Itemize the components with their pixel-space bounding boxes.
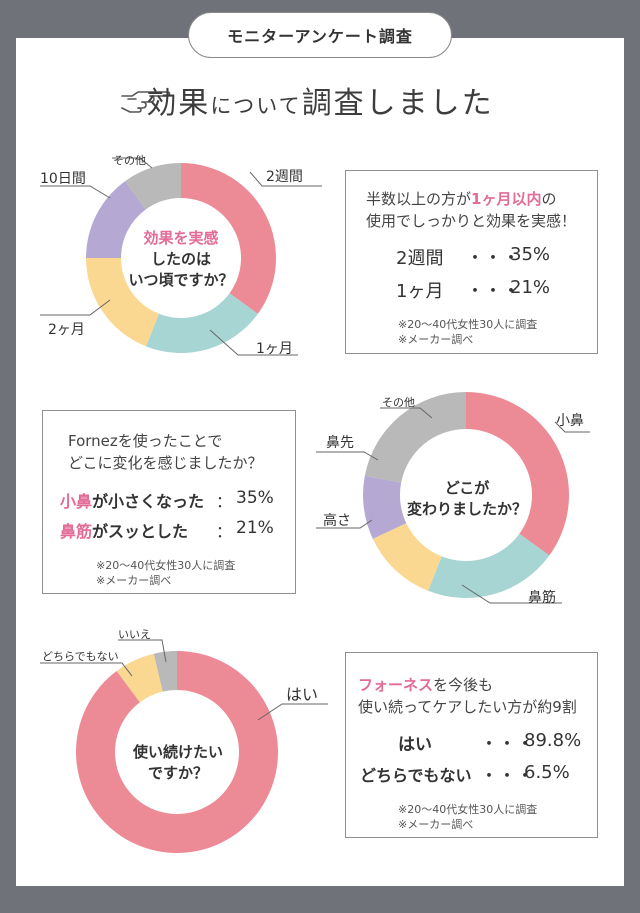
box1-stat2-label: 1ヶ月 bbox=[396, 281, 444, 302]
chart1-slice-0 bbox=[181, 163, 276, 314]
chart1-slice-2 bbox=[86, 258, 159, 347]
box1-line1: 半数以上の方が1ヶ月以内の bbox=[366, 190, 557, 208]
box3-stat2-label: どちらでもない bbox=[360, 766, 472, 785]
chart3-slice-1 bbox=[116, 653, 163, 703]
chart2-slice-0 bbox=[466, 392, 569, 556]
label-2weeks: 2週間 bbox=[266, 169, 303, 185]
leader-kobana bbox=[554, 421, 590, 433]
box2-stat2-label: 鼻筋がスッとした bbox=[60, 522, 189, 541]
box2-line2: どこに変化を感じましたか？ bbox=[68, 454, 263, 472]
label-10days: 10日間 bbox=[40, 171, 86, 187]
chart2-slice-1 bbox=[428, 533, 550, 598]
chart3-slice-2 bbox=[153, 651, 177, 692]
leader-other1 bbox=[112, 157, 153, 169]
chart2-slice-3 bbox=[363, 475, 407, 539]
chart2-center-text: どこが 変わりましたか？ bbox=[406, 479, 527, 518]
box3-note: ※20～40代女性30人に調査 ※メーカー調べ bbox=[398, 803, 538, 831]
leader-1month bbox=[209, 329, 298, 356]
leader-2weeks bbox=[249, 171, 322, 187]
box2-stat2-value: 21% bbox=[236, 518, 274, 538]
label-iie: いいえ bbox=[118, 628, 151, 641]
chart1-slice-1 bbox=[146, 293, 258, 353]
pointing-hand-icon bbox=[121, 91, 171, 113]
leader-2months bbox=[40, 299, 111, 316]
box3-stat1-dots: ・・・ bbox=[480, 734, 534, 755]
label-kobana: 小鼻 bbox=[556, 413, 584, 429]
box3-stat2-value: 6.5% bbox=[524, 762, 570, 783]
box1-stat1-value: 35% bbox=[510, 244, 551, 265]
label-hanasaki: 鼻先 bbox=[326, 435, 354, 451]
box3-stat1-value: 89.8% bbox=[524, 730, 582, 751]
label-other1: その他 bbox=[113, 154, 146, 167]
chart2-slice-2 bbox=[372, 523, 442, 591]
box3-line2: 使い続ってケアしたい方が約9割 bbox=[358, 698, 577, 716]
chart1-slice-4 bbox=[125, 163, 181, 210]
box1-note: ※20～40代女性30人に調査 ※メーカー調べ bbox=[398, 318, 538, 346]
box2-stat1-sep: ： bbox=[216, 492, 233, 511]
box1-line2: 使用でしっかりと効果を実感！ bbox=[366, 212, 577, 230]
label-1month: 1ヶ月 bbox=[256, 341, 293, 357]
box1-stat2-value: 21% bbox=[510, 277, 551, 298]
chart3-slice-0 bbox=[76, 651, 279, 853]
leader-hai bbox=[257, 703, 328, 721]
leader-takasa bbox=[316, 519, 373, 529]
page-title: 効果について調査しました bbox=[146, 86, 494, 121]
chart1-center-text: 効果を実感 したのは いつ頃ですか？ bbox=[128, 229, 234, 289]
chart2-slice-4 bbox=[364, 392, 466, 483]
label-bisuji: 鼻筋 bbox=[528, 590, 556, 606]
box2-note: ※20～40代女性30人に調査 ※メーカー調べ bbox=[96, 559, 236, 587]
chart3-center-text: 使い続けたい ですか？ bbox=[132, 743, 223, 782]
box2-stat2-sep: ： bbox=[216, 522, 233, 541]
box1-stat2-dots: ・・・ bbox=[466, 281, 520, 302]
leader-other2 bbox=[380, 407, 433, 419]
box3-line1: フォーネスを今後も bbox=[358, 676, 494, 694]
box1-stat1-label: 2週間 bbox=[396, 248, 444, 269]
result-box-1 bbox=[345, 170, 598, 354]
label-hai: はい bbox=[286, 685, 319, 704]
label-2months: 2ヶ月 bbox=[48, 322, 85, 338]
result-box-2 bbox=[42, 410, 296, 594]
result-box-3 bbox=[345, 652, 598, 838]
survey-tag: モニターアンケート調査 bbox=[188, 12, 452, 58]
leader-bisuji bbox=[461, 584, 562, 604]
label-dochira: どちらでもない bbox=[42, 650, 119, 663]
label-other2: その他 bbox=[382, 396, 415, 409]
label-takasa: 高さ bbox=[323, 513, 351, 529]
leader-hanasaki bbox=[316, 451, 379, 461]
leader-10days bbox=[40, 185, 111, 199]
leader-dochira bbox=[40, 662, 133, 677]
box3-stat2-dots: ・・・ bbox=[480, 766, 534, 787]
chart1-slice-3 bbox=[86, 181, 146, 258]
box2-stat1-value: 35% bbox=[236, 488, 274, 508]
box1-stat1-dots: ・・・ bbox=[466, 248, 520, 269]
box2-line1: Fornezを使ったことで bbox=[68, 432, 223, 450]
leader-iie bbox=[118, 639, 167, 663]
box3-stat1-label: はい bbox=[398, 735, 432, 755]
box2-stat1-label: 小鼻が小さくなった bbox=[60, 492, 205, 511]
